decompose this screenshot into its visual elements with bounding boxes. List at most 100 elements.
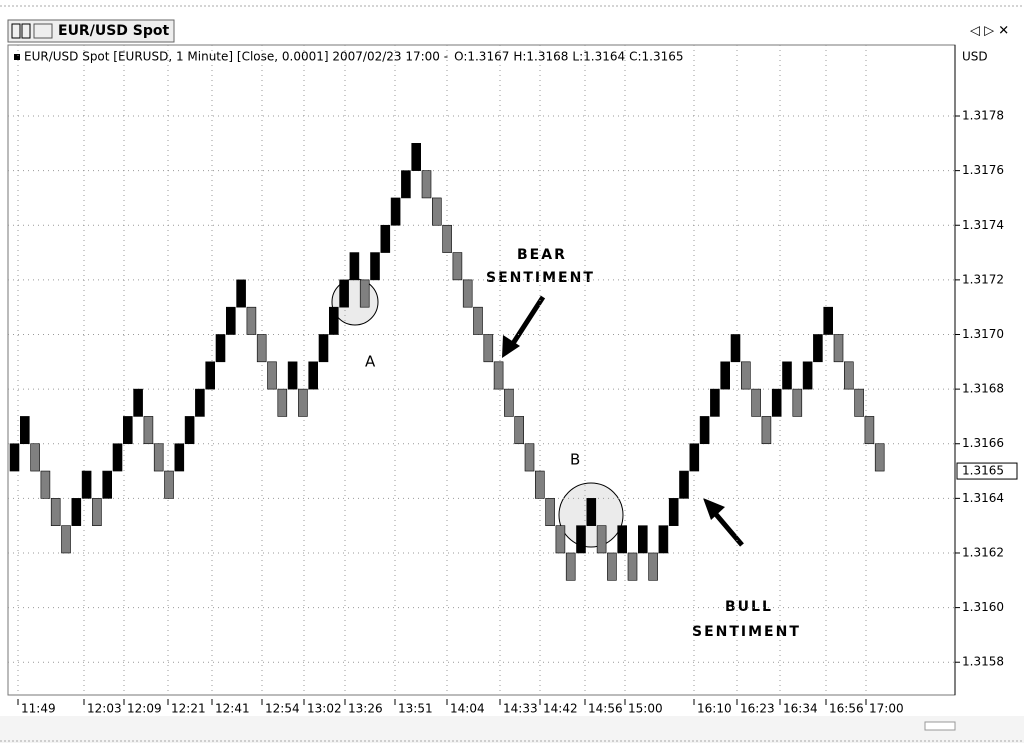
renko-brick xyxy=(504,388,514,417)
renko-brick xyxy=(370,252,380,281)
renko-brick xyxy=(143,416,154,445)
renko-brick xyxy=(843,361,854,390)
renko-brick xyxy=(133,388,143,417)
y-axis-label: USD xyxy=(962,50,988,64)
renko-brick xyxy=(318,334,329,363)
renko-brick xyxy=(751,388,761,417)
renko-brick xyxy=(359,279,370,308)
window-title: EUR/USD Spot xyxy=(58,23,169,39)
y-tick-label: 1.3170 xyxy=(962,327,1004,341)
window-tab[interactable] xyxy=(7,19,175,43)
x-tick-label: 12:54 xyxy=(265,702,300,716)
renko-brick xyxy=(226,306,236,335)
renko-brick xyxy=(576,525,586,554)
arrow-bull xyxy=(703,498,744,547)
renko-brick xyxy=(164,470,174,499)
tab-icon xyxy=(21,23,31,39)
renko-brick xyxy=(205,361,215,390)
renko-brick xyxy=(689,443,700,472)
x-tick-label: 17:00 xyxy=(869,702,904,716)
x-tick-label: 16:34 xyxy=(783,702,818,716)
renko-brick xyxy=(401,170,411,199)
renko-brick xyxy=(514,416,525,445)
renko-brick xyxy=(823,306,834,335)
renko-brick xyxy=(195,388,205,417)
x-tick-label: 13:02 xyxy=(307,702,342,716)
renko-brick xyxy=(668,498,679,526)
renko-brick xyxy=(493,361,504,390)
renko-brick xyxy=(864,416,875,445)
x-tick-label: 16:10 xyxy=(697,702,732,716)
renko-brick xyxy=(328,306,339,335)
renko-brick xyxy=(771,388,782,417)
renko-brick xyxy=(30,443,40,472)
x-tick-label: 14:04 xyxy=(450,702,485,716)
y-tick-label: 1.3160 xyxy=(962,600,1004,614)
y-tick-label: 1.3164 xyxy=(962,491,1004,505)
scrollbar-area xyxy=(0,716,1024,743)
renko-brick xyxy=(256,334,267,363)
renko-brick xyxy=(782,361,792,390)
annotation: BEAR xyxy=(517,247,567,263)
renko-brick xyxy=(71,498,82,526)
renko-brick xyxy=(9,443,20,472)
renko-brick xyxy=(380,224,391,253)
x-tick-label: 15:00 xyxy=(628,702,663,716)
renko-brick xyxy=(123,416,133,445)
renko-brick xyxy=(390,197,401,226)
ohlc-value: O:1.3167 xyxy=(454,50,509,64)
renko-brick xyxy=(339,279,349,308)
renko-brick xyxy=(102,470,112,499)
renko-brick xyxy=(854,388,864,417)
x-tick-label: 14:33 xyxy=(503,702,538,716)
y-tick-label: 1.3178 xyxy=(962,109,1004,123)
x-tick-label: 13:26 xyxy=(348,702,383,716)
renko-brick xyxy=(411,143,422,171)
renko-brick xyxy=(153,443,164,472)
renko-brick xyxy=(431,197,442,226)
legend-icon xyxy=(14,54,20,60)
renko-brick xyxy=(607,552,617,581)
renko-brick xyxy=(648,552,658,581)
ohlc-value: H:1.3168 xyxy=(513,50,568,64)
renko-brick xyxy=(586,498,597,526)
renko-brick xyxy=(710,388,720,417)
x-tick-label: 16:56 xyxy=(829,702,864,716)
ohlc-value: C:1.3165 xyxy=(629,50,683,64)
renko-brick xyxy=(174,443,185,472)
annotation: SENTIMENT xyxy=(486,270,595,286)
x-tick-label: 12:41 xyxy=(215,702,250,716)
renko-brick xyxy=(452,252,463,281)
renko-brick xyxy=(267,361,277,390)
x-tick-label: 16:23 xyxy=(740,702,775,716)
renko-brick xyxy=(308,361,319,390)
renko-brick xyxy=(215,334,226,363)
x-tick-label: 12:21 xyxy=(171,702,206,716)
renko-brick xyxy=(658,525,669,554)
arrow-bear xyxy=(502,295,546,358)
y-tick-label: 1.3172 xyxy=(962,272,1004,286)
last-price-box xyxy=(956,462,1018,480)
renko-brick xyxy=(637,525,648,554)
renko-brick xyxy=(462,279,473,308)
renko-brick xyxy=(442,224,452,253)
renko-brick xyxy=(277,388,288,417)
x-tick-label: 12:09 xyxy=(127,702,162,716)
renko-brick xyxy=(833,334,844,363)
last-price-label: 1.3165 xyxy=(962,464,1004,478)
tab-icon xyxy=(11,23,21,39)
renko-brick xyxy=(555,525,566,554)
renko-brick xyxy=(40,470,51,499)
x-tick-label: 11:49 xyxy=(21,702,56,716)
annotation: B xyxy=(570,451,580,469)
scrollbar-thumb[interactable] xyxy=(924,721,956,731)
window-buttons[interactable]: ◁ ▷ ✕ xyxy=(970,24,1009,39)
renko-brick xyxy=(699,416,710,445)
y-tick-label: 1.3166 xyxy=(962,436,1004,450)
renko-brick xyxy=(534,470,545,499)
x-tick-label: 13:51 xyxy=(398,702,433,716)
renko-brick xyxy=(483,334,494,363)
renko-brick xyxy=(545,498,555,526)
